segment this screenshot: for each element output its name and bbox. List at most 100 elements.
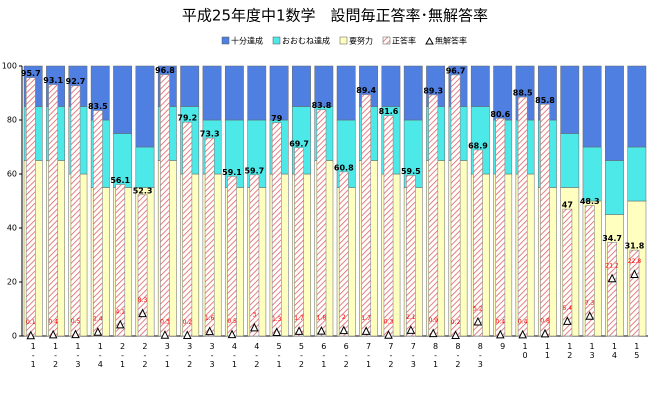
band-segment [292, 65, 311, 107]
no-answer-marker [93, 327, 103, 336]
no-answer-label: 0.4 [48, 318, 58, 325]
legend-label: 正答率 [392, 36, 416, 46]
no-answer-label: 1.6 [205, 315, 215, 322]
x-tick-char: 1 [545, 342, 550, 351]
x-tick-label: 2 -1 [120, 342, 125, 369]
correct-label: 59.5 [401, 167, 421, 176]
correct-label: 34.7 [602, 234, 622, 243]
correct-label: 83.5 [88, 102, 108, 111]
correct-label: 52.3 [133, 186, 153, 195]
no-answer-marker [294, 326, 304, 335]
y-tick-label: 40 [7, 224, 17, 233]
band-segment [605, 160, 624, 215]
band-segment [135, 65, 155, 148]
no-answer-marker [495, 329, 505, 339]
band-segment [202, 65, 222, 121]
correct-bar [473, 149, 483, 337]
no-answer-label: 0.5 [71, 318, 81, 325]
correct-bar [25, 77, 36, 337]
x-tick-char: 1 [53, 342, 58, 351]
correct-label: 56.1 [110, 176, 130, 185]
x-tick-label: 4 -1 [232, 342, 237, 369]
legend-label: 無解答率 [435, 36, 467, 46]
x-tick-char: 5 [299, 342, 304, 351]
no-answer-label: 7.3 [585, 300, 595, 307]
x-tick-char: 3 [411, 360, 416, 369]
x-tick-char: - [166, 351, 169, 360]
x-tick-char: - [457, 351, 460, 360]
band-segment [224, 65, 244, 121]
x-tick-char: 1 [98, 342, 103, 351]
correct-bar [249, 174, 260, 337]
no-answer-label: 0.4 [518, 318, 528, 325]
x-tick-char: 2 [142, 342, 147, 351]
x-tick-label: 4 -2 [254, 342, 259, 369]
x-tick-char: 3 [590, 351, 595, 360]
no-answer-marker [182, 330, 192, 339]
band-segment [627, 146, 647, 202]
correct-bar [227, 176, 237, 337]
x-tick-char: 1 [545, 351, 550, 360]
x-tick-char: 4 [612, 351, 617, 360]
no-answer-label: 2.1 [406, 314, 416, 321]
correct-bar [495, 118, 506, 337]
x-tick-label: 8 -2 [455, 342, 460, 369]
no-answer-label: 1.4 [93, 316, 103, 323]
band-segment [135, 146, 155, 188]
x-tick-label: 9 [500, 342, 505, 351]
band-segment [336, 65, 356, 121]
no-answer-label: 0.8 [540, 317, 550, 324]
no-answer-label: 4.1 [115, 308, 125, 315]
no-answer-label: 0.2 [183, 319, 193, 326]
band-segment [560, 133, 580, 188]
legend-swatch [272, 36, 281, 45]
correct-label: 59.1 [222, 168, 242, 177]
band-segment [470, 65, 490, 107]
x-tick-char: - [434, 351, 437, 360]
correct-bar [428, 94, 439, 337]
legend-label: 要努力 [349, 36, 373, 46]
correct-label: 96.8 [155, 66, 175, 75]
no-answer-label: 22.8 [628, 258, 642, 265]
no-answer-marker [205, 326, 214, 336]
x-tick-char: 4 [98, 360, 103, 369]
no-answer-marker [518, 329, 527, 339]
no-answer-marker [406, 325, 416, 334]
correct-bar [405, 175, 416, 337]
no-answer-marker [361, 326, 371, 335]
x-tick-char: - [412, 351, 415, 360]
x-tick-char: 1 [31, 342, 36, 351]
correct-label: 85.8 [535, 96, 555, 105]
x-tick-char: 0 [522, 351, 527, 360]
correct-label: 83.8 [312, 101, 332, 110]
x-tick-char: 3 [478, 360, 483, 369]
band-segment [180, 65, 200, 107]
x-tick-label: 8 -1 [433, 342, 438, 369]
correct-label: 81.6 [379, 107, 399, 116]
no-answer-label: 0.3 [160, 319, 170, 326]
x-tick-char: - [32, 351, 35, 360]
x-tick-char: 8 [433, 342, 438, 351]
x-tick-char: 2 [187, 360, 192, 369]
x-tick-label: 6 -2 [344, 342, 349, 369]
x-tick-char: 1 [366, 360, 371, 369]
x-tick-char: 1 [165, 360, 170, 369]
band-segment [381, 65, 401, 107]
correct-bar [204, 137, 215, 337]
no-answer-marker [48, 329, 58, 339]
correct-label: 79.2 [177, 114, 197, 123]
x-tick-char: 1 [433, 360, 438, 369]
x-tick-label: 7 -3 [411, 342, 416, 369]
no-answer-marker [540, 328, 550, 338]
correct-bar [48, 84, 59, 337]
x-tick-char: 2 [254, 360, 259, 369]
band-segment [560, 65, 580, 134]
band-segment [627, 65, 647, 148]
no-answer-marker [26, 330, 36, 340]
no-answer-marker [607, 273, 617, 283]
no-answer-marker [227, 329, 237, 339]
x-tick-char: - [121, 351, 124, 360]
x-tick-char: - [479, 351, 482, 360]
